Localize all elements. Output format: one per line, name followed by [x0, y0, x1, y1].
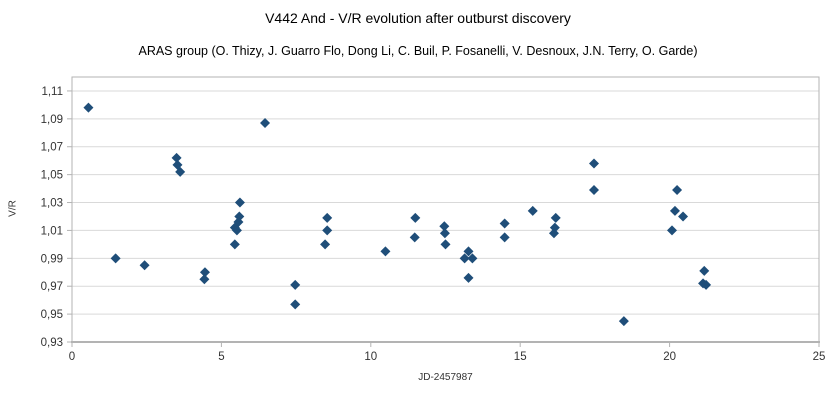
- plot-border: [71, 76, 820, 343]
- data-point: [672, 184, 683, 195]
- data-point: [701, 279, 712, 290]
- data-point: [290, 299, 301, 310]
- data-point: [175, 166, 186, 177]
- data-point: [290, 279, 301, 290]
- y-tick-label: 0,93: [41, 337, 63, 349]
- x-axis-title: JD-2457987: [418, 372, 473, 383]
- data-point: [589, 158, 600, 169]
- y-tick-label: 1,03: [41, 198, 63, 210]
- data-point: [589, 184, 600, 195]
- x-tick-label: 15: [514, 351, 527, 363]
- data-point: [669, 205, 680, 216]
- data-point: [322, 225, 333, 236]
- data-point: [548, 228, 559, 239]
- y-tick-label: 1,09: [41, 114, 63, 126]
- data-point: [380, 246, 391, 257]
- y-tick-label: 1,11: [41, 86, 63, 98]
- data-point: [699, 265, 710, 276]
- data-point: [410, 212, 421, 223]
- data-point: [110, 253, 121, 264]
- y-tick-label: 0,99: [41, 253, 63, 265]
- data-point: [499, 232, 510, 243]
- data-point: [231, 225, 242, 236]
- data-point: [260, 118, 271, 129]
- data-point: [320, 239, 331, 250]
- y-tick-label: 0,95: [41, 309, 63, 321]
- x-tick-label: 20: [663, 351, 676, 363]
- x-tick-label: 10: [364, 351, 377, 363]
- x-tick-label: 0: [69, 351, 75, 363]
- y-tick-label: 1,07: [41, 142, 63, 154]
- data-point: [550, 212, 561, 223]
- data-point: [618, 316, 629, 327]
- y-tick-label: 0,97: [41, 281, 63, 293]
- data-point: [199, 274, 210, 285]
- data-point: [409, 232, 420, 243]
- data-point: [439, 228, 450, 239]
- y-tick-label: 1,05: [41, 170, 63, 182]
- data-point: [199, 267, 210, 278]
- chart-subtitle: ARAS group (O. Thizy, J. Guarro Flo, Don…: [138, 44, 698, 58]
- data-point: [171, 152, 182, 163]
- data-point: [229, 239, 240, 250]
- data-point: [527, 205, 538, 216]
- data-point: [322, 212, 333, 223]
- chart-title: V442 And - V/R evolution after outburst …: [265, 10, 571, 26]
- data-point: [499, 218, 510, 229]
- data-point: [234, 197, 245, 208]
- data-point: [459, 253, 470, 264]
- data-point: [467, 253, 478, 264]
- data-point: [440, 239, 451, 250]
- data-point: [666, 225, 677, 236]
- x-tick-label: 25: [813, 351, 826, 363]
- y-tick-label: 1,01: [41, 225, 63, 237]
- data-point: [439, 221, 450, 232]
- data-point: [463, 272, 474, 283]
- data-point: [139, 260, 150, 271]
- data-point: [83, 102, 94, 113]
- data-point: [678, 211, 689, 222]
- x-tick-label: 5: [218, 351, 224, 363]
- data-point: [463, 246, 474, 257]
